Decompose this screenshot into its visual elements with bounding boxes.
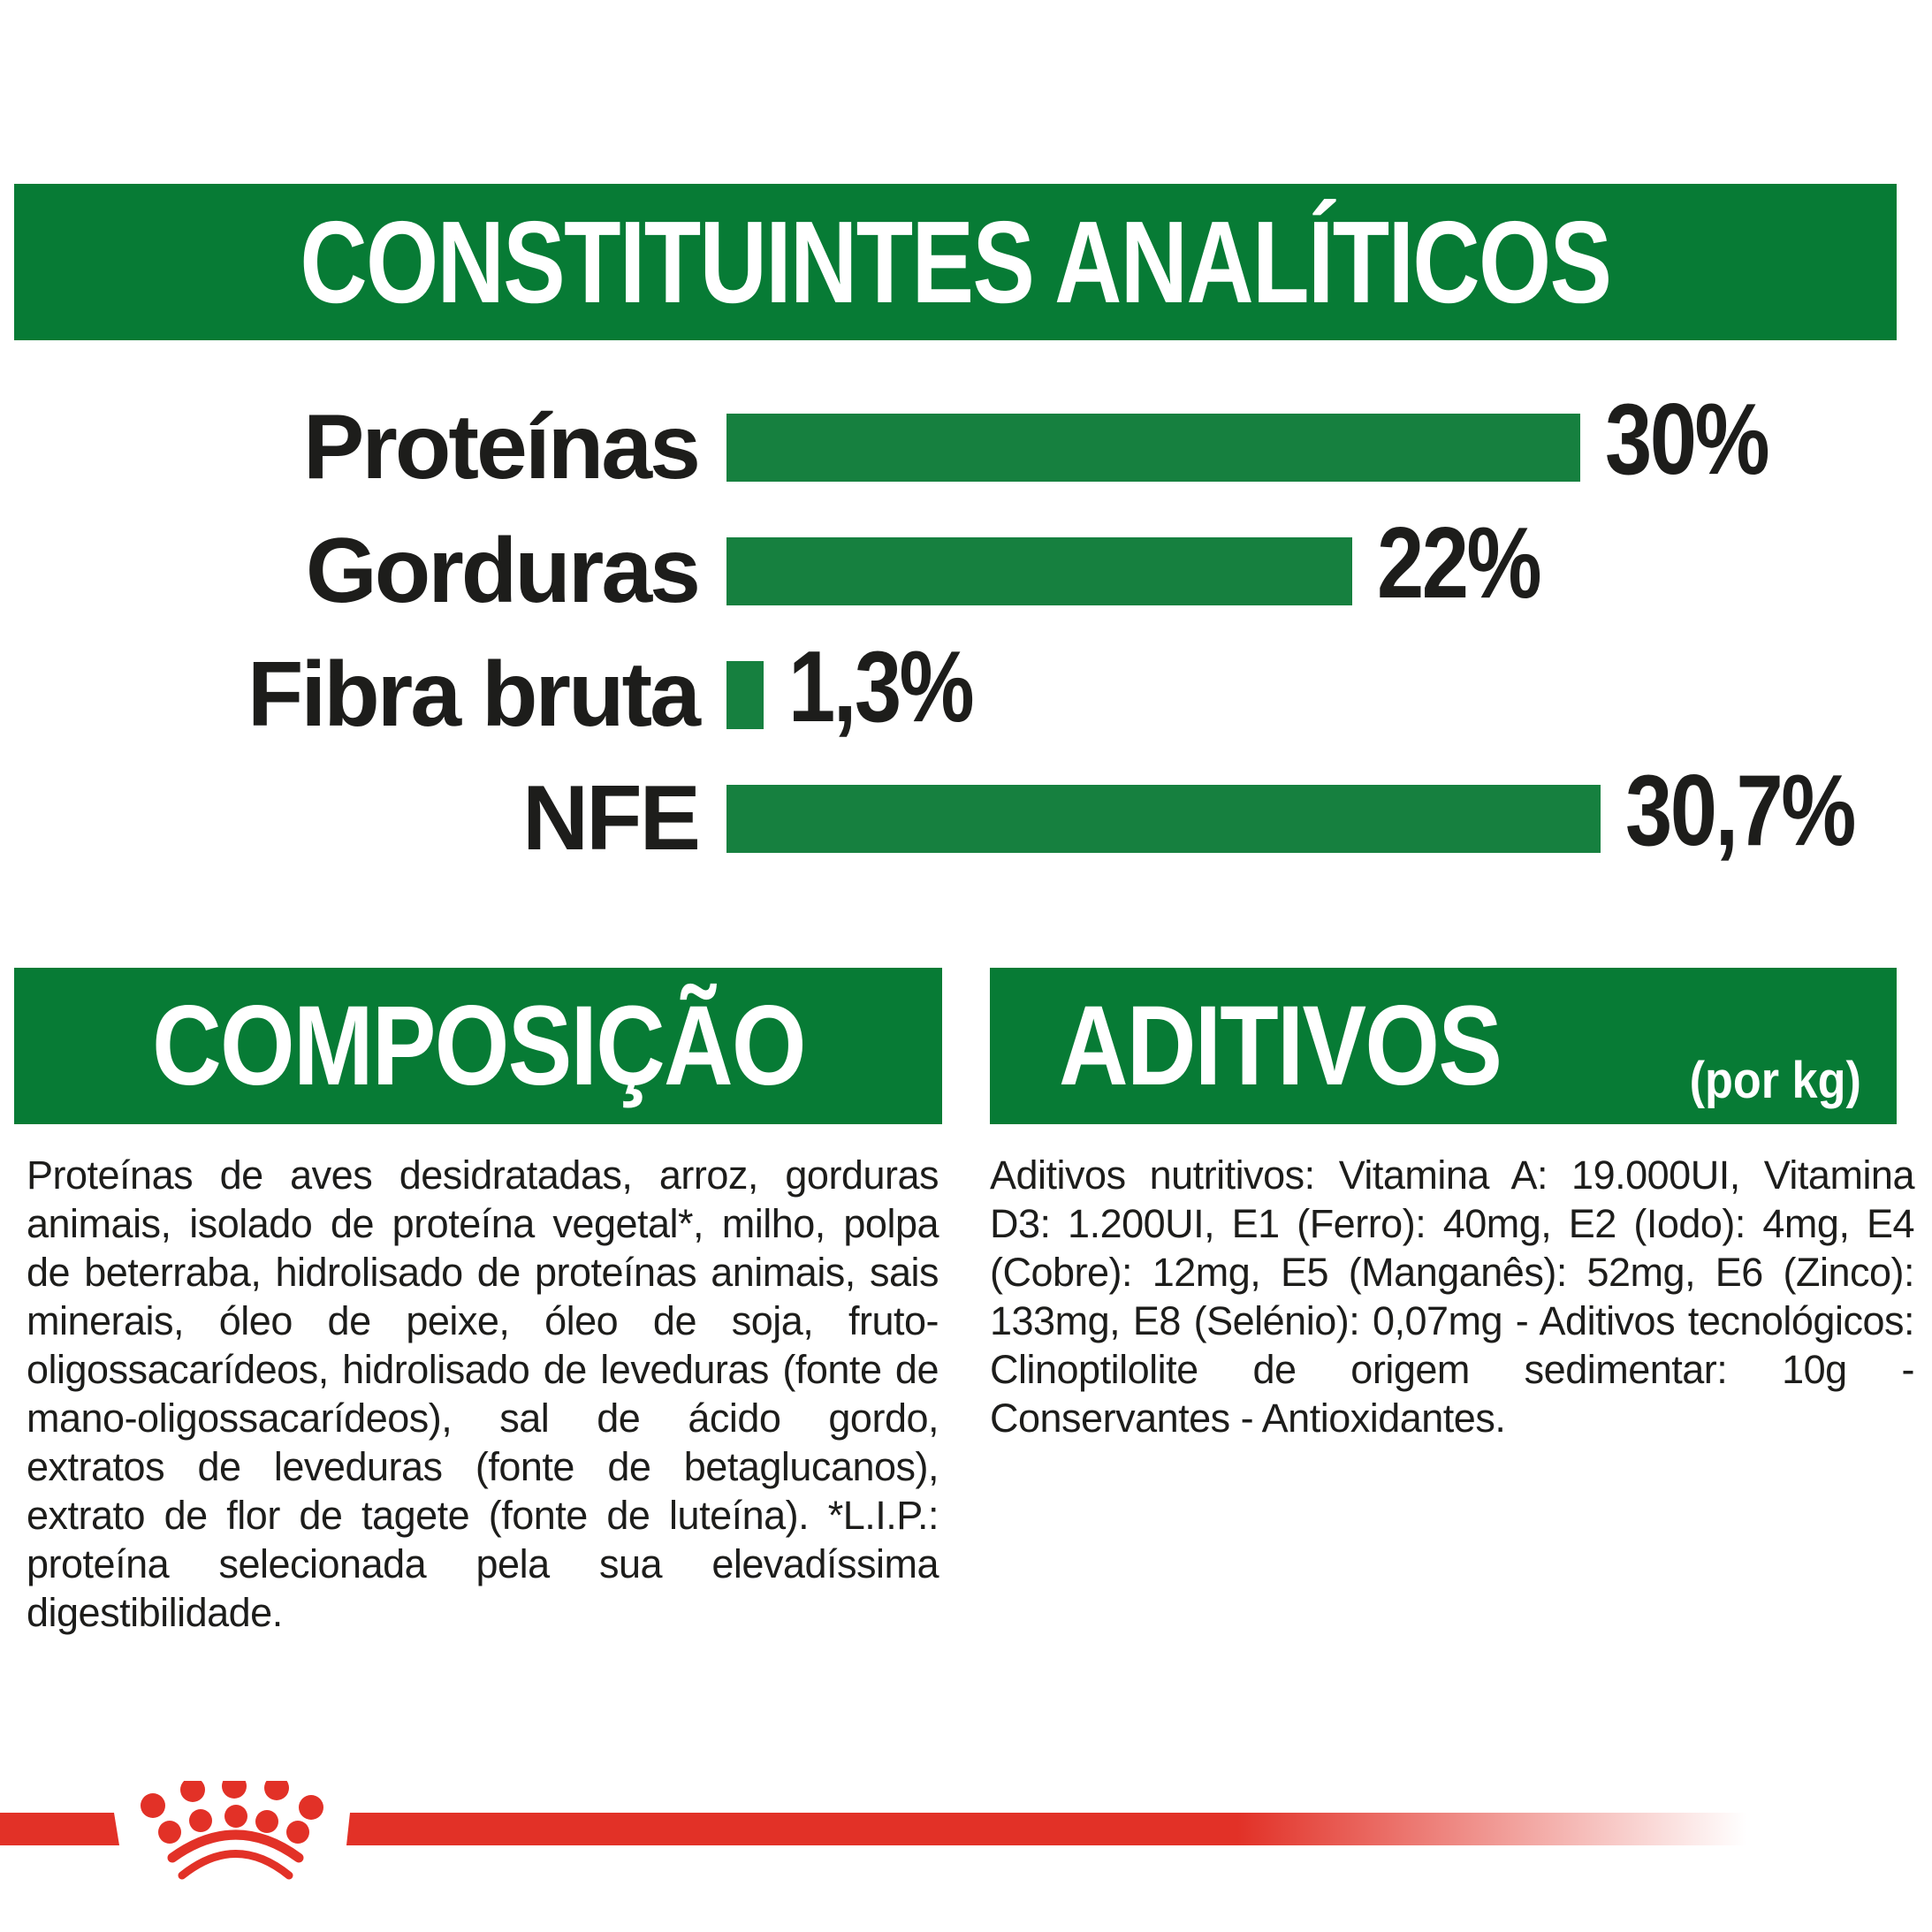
chart-bar bbox=[726, 536, 1352, 605]
chart-category-label: NFE bbox=[522, 766, 701, 870]
chart-value-label: 30% bbox=[1605, 383, 1770, 496]
chart-bar bbox=[726, 660, 764, 729]
brand-strip-right bbox=[346, 1813, 1761, 1845]
chart-bar bbox=[726, 413, 1580, 482]
analytic-constituents-chart: Proteínas 30% Gorduras 22% Fibra bruta 1,3% NF… bbox=[0, 383, 1932, 880]
composition-body-text: Proteínas de aves desidratadas, arroz, g… bbox=[27, 1152, 939, 1635]
composition-banner: COMPOSIÇÃO bbox=[14, 968, 942, 1124]
chart-category-label: Fibra bruta bbox=[247, 643, 701, 746]
royal-canin-crown-icon bbox=[141, 1781, 323, 1880]
chart-value-label: 30,7% bbox=[1625, 754, 1856, 867]
analytic-constituents-title: CONSTITUINTES ANALÍTICOS bbox=[300, 197, 1612, 327]
chart-value-label: 22% bbox=[1377, 506, 1542, 620]
chart-row: Proteínas 30% bbox=[0, 383, 1932, 509]
chart-value-label: 1,3% bbox=[788, 630, 975, 743]
additives-per-kg-label: (por kg) bbox=[1689, 1052, 1861, 1109]
chart-row: Gorduras 22% bbox=[0, 506, 1932, 633]
chart-category-label: Proteínas bbox=[303, 395, 701, 498]
chart-row: NFE 30,7% bbox=[0, 755, 1932, 880]
chart-row: Fibra bruta 1,3% bbox=[0, 631, 1932, 757]
additives-body-text: Aditivos nutritivos: Vitamina A: 19.000U… bbox=[990, 1152, 1915, 1441]
additives-title: ADITIVOS bbox=[1059, 983, 1502, 1109]
chart-bar bbox=[726, 784, 1601, 853]
analytic-constituents-banner: CONSTITUINTES ANALÍTICOS bbox=[14, 184, 1897, 340]
brand-strip-left bbox=[0, 1813, 119, 1845]
composition-title: COMPOSIÇÃO bbox=[151, 983, 806, 1109]
chart-category-label: Gorduras bbox=[305, 519, 701, 622]
additives-banner: ADITIVOS (por kg) bbox=[990, 968, 1897, 1124]
